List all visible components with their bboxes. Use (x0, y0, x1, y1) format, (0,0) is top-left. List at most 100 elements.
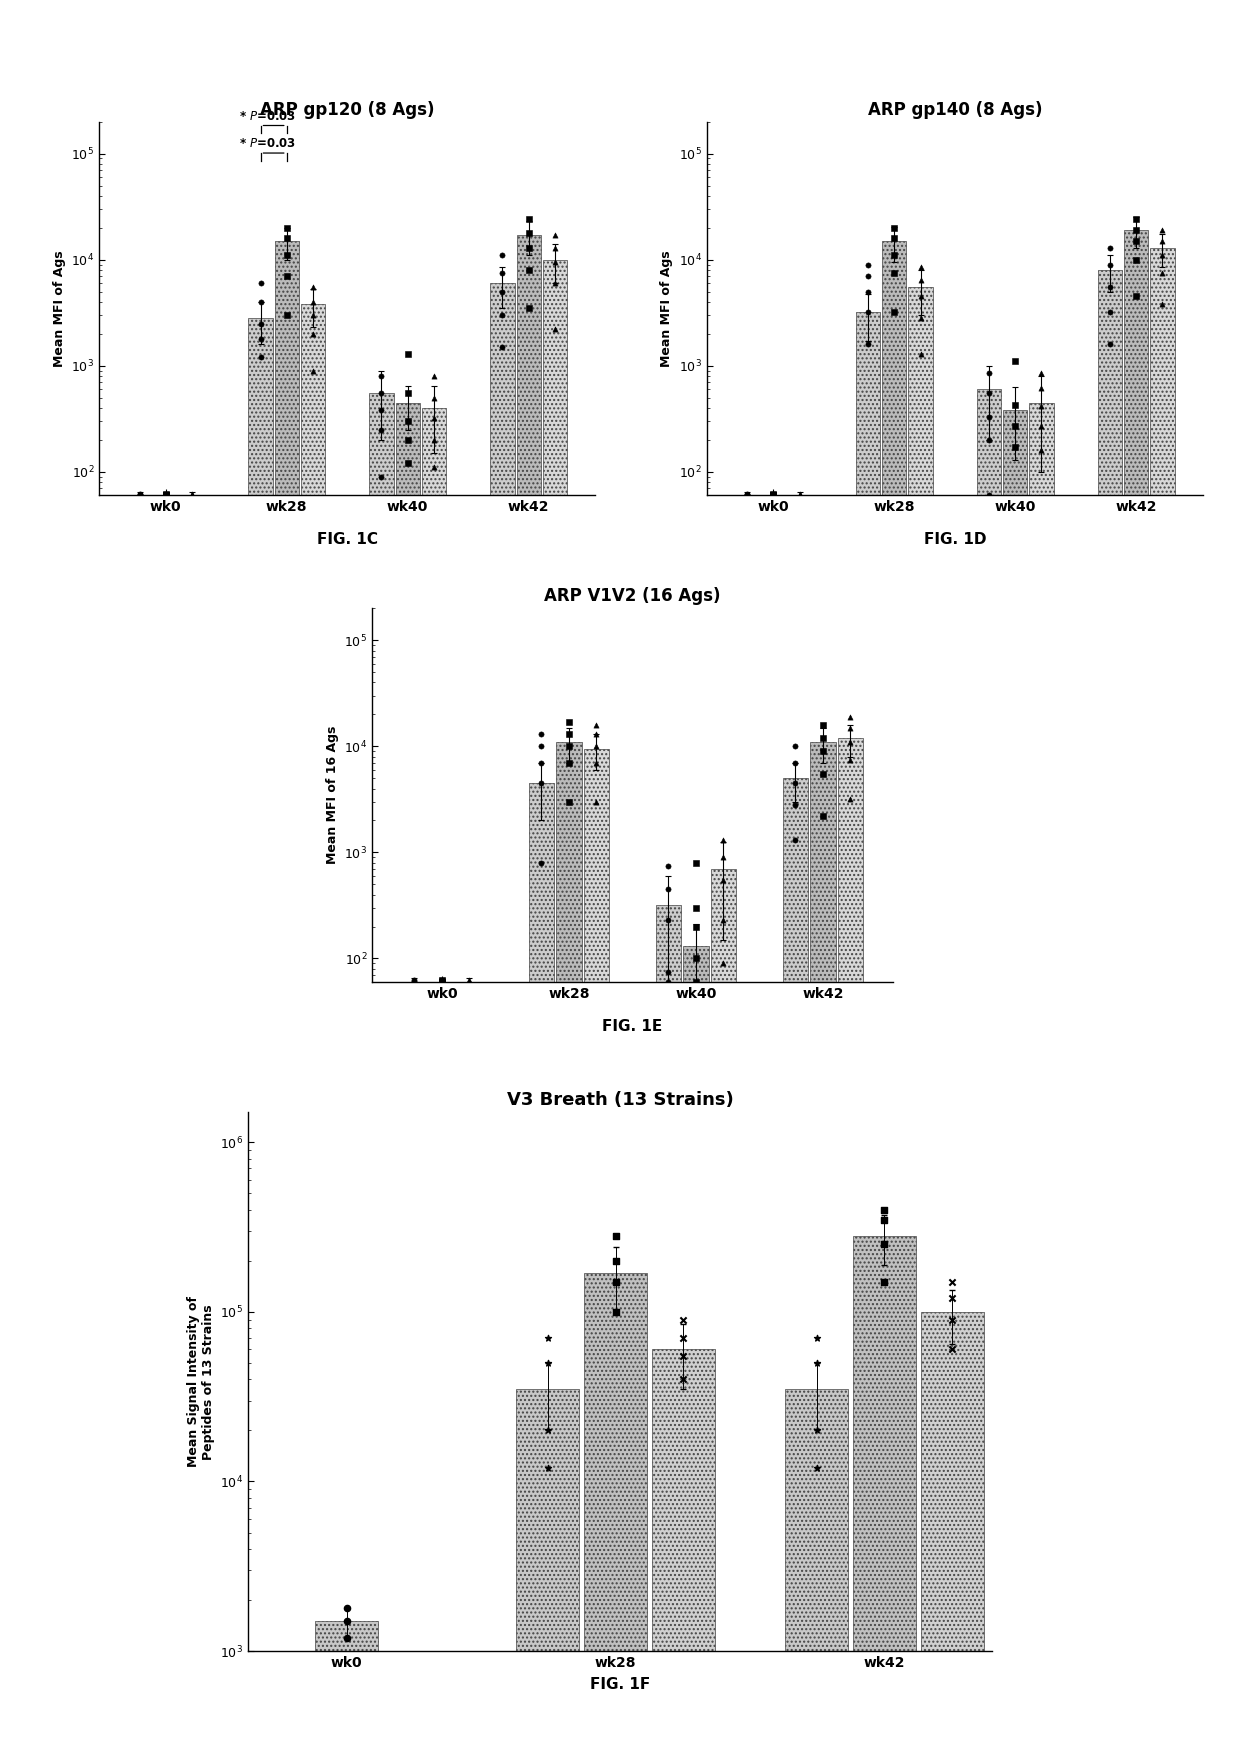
Point (544, 233, 564, 261)
Point (277, 224, 296, 252)
Point (1032, 436, 1052, 464)
Point (398, 426, 418, 454)
Bar (856, 313, 880, 1738)
Point (713, 905, 733, 933)
Point (182, 480, 202, 507)
Point (1152, 290, 1172, 318)
Point (130, 481, 150, 509)
Point (432, 968, 451, 996)
Title: ARP V1V2 (16 Ags): ARP V1V2 (16 Ags) (544, 587, 720, 605)
Point (673, 1324, 693, 1352)
Point (559, 749, 579, 777)
Point (841, 714, 861, 742)
Point (686, 944, 706, 972)
Point (587, 711, 606, 739)
Bar (921, 1312, 983, 1738)
Point (813, 737, 833, 765)
Bar (853, 1236, 916, 1738)
Bar (1151, 247, 1174, 1738)
Point (785, 826, 805, 853)
Point (884, 299, 904, 327)
Bar (1003, 410, 1028, 1738)
Point (673, 1342, 693, 1370)
Text: * $\it{P}$=0.03: * $\it{P}$=0.03 (239, 137, 296, 149)
Point (790, 481, 810, 509)
Point (858, 262, 878, 290)
Point (807, 1416, 827, 1444)
Point (1100, 299, 1120, 327)
Point (182, 481, 202, 509)
Point (1100, 250, 1120, 278)
Point (518, 255, 538, 283)
Point (738, 480, 758, 507)
Point (532, 770, 552, 798)
Point (790, 481, 810, 509)
Point (460, 968, 480, 996)
Point (432, 968, 451, 996)
Point (884, 214, 904, 242)
Bar (429, 982, 455, 1738)
Point (713, 866, 733, 893)
Point (277, 214, 296, 242)
Point (1152, 216, 1172, 243)
Bar (315, 1622, 378, 1738)
Bar (761, 495, 785, 1738)
Point (372, 396, 392, 424)
Point (686, 968, 706, 996)
Point (1006, 433, 1025, 461)
Point (874, 1231, 894, 1258)
Point (764, 480, 784, 507)
Point (398, 407, 418, 434)
Point (492, 334, 512, 362)
Point (303, 320, 322, 348)
Point (404, 966, 424, 994)
Point (532, 749, 552, 777)
Point (404, 970, 424, 998)
Point (492, 259, 512, 287)
Bar (301, 304, 325, 1738)
Bar (810, 742, 836, 1738)
Bar (683, 947, 708, 1738)
Bar (274, 242, 299, 1738)
Point (858, 250, 878, 278)
Title: V3 Breath (13 Strains): V3 Breath (13 Strains) (507, 1091, 733, 1109)
Point (492, 301, 512, 328)
Point (130, 481, 150, 509)
Title: ARP gp140 (8 Ags): ARP gp140 (8 Ags) (868, 101, 1042, 118)
Bar (909, 287, 932, 1738)
Point (404, 968, 424, 996)
Point (1126, 205, 1146, 233)
Point (156, 483, 176, 511)
Point (910, 339, 930, 367)
Point (1126, 216, 1146, 243)
Point (658, 958, 678, 985)
Point (658, 905, 678, 933)
Point (605, 1298, 625, 1326)
Point (156, 481, 176, 509)
Point (492, 242, 512, 269)
Point (303, 273, 322, 301)
Point (250, 325, 270, 353)
Point (277, 301, 296, 328)
Point (532, 732, 552, 760)
Point (807, 1455, 827, 1483)
Point (1006, 348, 1025, 375)
Point (713, 949, 733, 977)
Point (518, 205, 538, 233)
Bar (543, 259, 567, 1738)
Bar (180, 495, 205, 1738)
Y-axis label: Mean MFI of Ags: Mean MFI of Ags (53, 250, 66, 367)
Point (303, 356, 322, 384)
Point (538, 1416, 558, 1444)
Point (250, 269, 270, 297)
Point (813, 711, 833, 739)
Point (424, 362, 444, 389)
Point (713, 826, 733, 853)
Bar (128, 495, 151, 1738)
Point (658, 876, 678, 904)
Point (686, 912, 706, 940)
Point (807, 1324, 827, 1352)
Point (404, 968, 424, 996)
Point (658, 968, 678, 996)
Point (538, 1324, 558, 1352)
